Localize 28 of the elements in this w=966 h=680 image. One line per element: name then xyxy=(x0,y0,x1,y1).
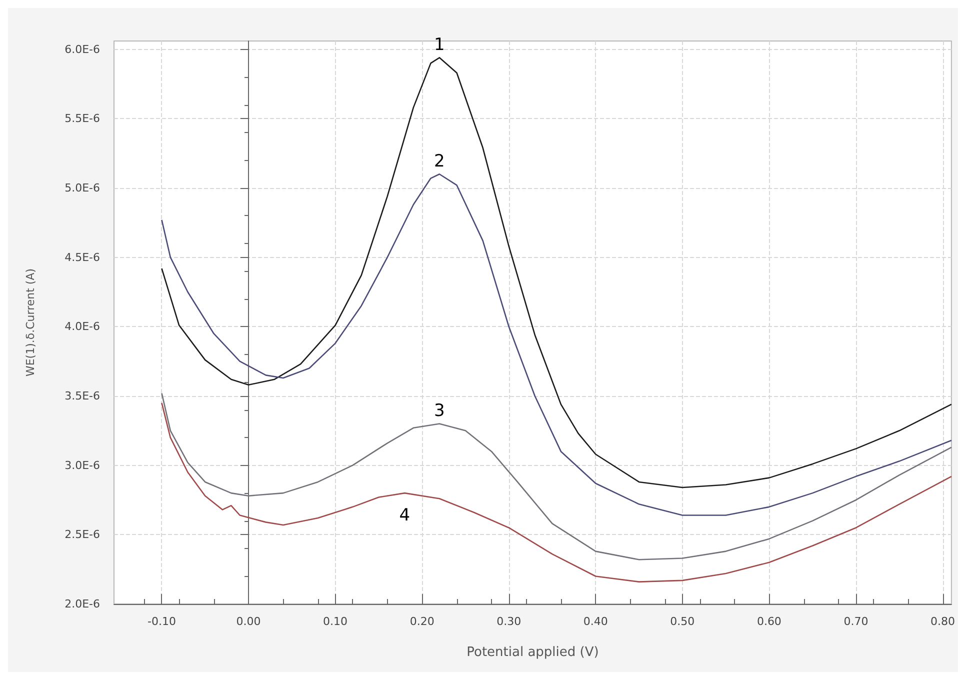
y-axis-title: WE(1).δ.Current (A) xyxy=(24,268,37,377)
x-tick-label: 0.30 xyxy=(496,615,522,628)
y-tick-label: 2.0E-6 xyxy=(64,598,100,610)
x-tick-label: 0.10 xyxy=(323,615,348,628)
x-axis-title: Potential applied (V) xyxy=(466,645,599,660)
line-series xyxy=(161,56,952,488)
y-tick-label: 3.0E-6 xyxy=(64,458,100,472)
y-tick-label: 4.0E-6 xyxy=(64,320,100,334)
y-tick-label: 3.5E-6 xyxy=(64,389,100,402)
x-tick-label: 0.60 xyxy=(756,615,782,628)
series-label: 4 xyxy=(399,506,410,526)
y-tick-label: 4.5E-6 xyxy=(64,250,100,264)
y-tick-label: 2.5E-6 xyxy=(64,528,100,542)
series-label: 1 xyxy=(434,35,445,56)
x-tick-label: 0.80 xyxy=(930,615,956,628)
line-series xyxy=(161,392,952,560)
x-tick-label: -0.10 xyxy=(147,615,176,628)
series-label: 2 xyxy=(434,152,445,172)
x-tick-label: 0.70 xyxy=(844,615,868,628)
x-tick-label: 0.40 xyxy=(583,615,608,628)
x-tick-label: 0.50 xyxy=(670,615,695,628)
line-series xyxy=(161,402,952,582)
series-label: 3 xyxy=(434,401,445,422)
x-tick-label: 0.20 xyxy=(410,615,434,628)
y-tick-label: 6.0E-6 xyxy=(64,42,100,56)
y-tick-label: 5.5E-6 xyxy=(64,112,100,126)
x-tick-label: 0.00 xyxy=(236,615,261,628)
y-tick-label: 5.0E-6 xyxy=(64,181,100,194)
